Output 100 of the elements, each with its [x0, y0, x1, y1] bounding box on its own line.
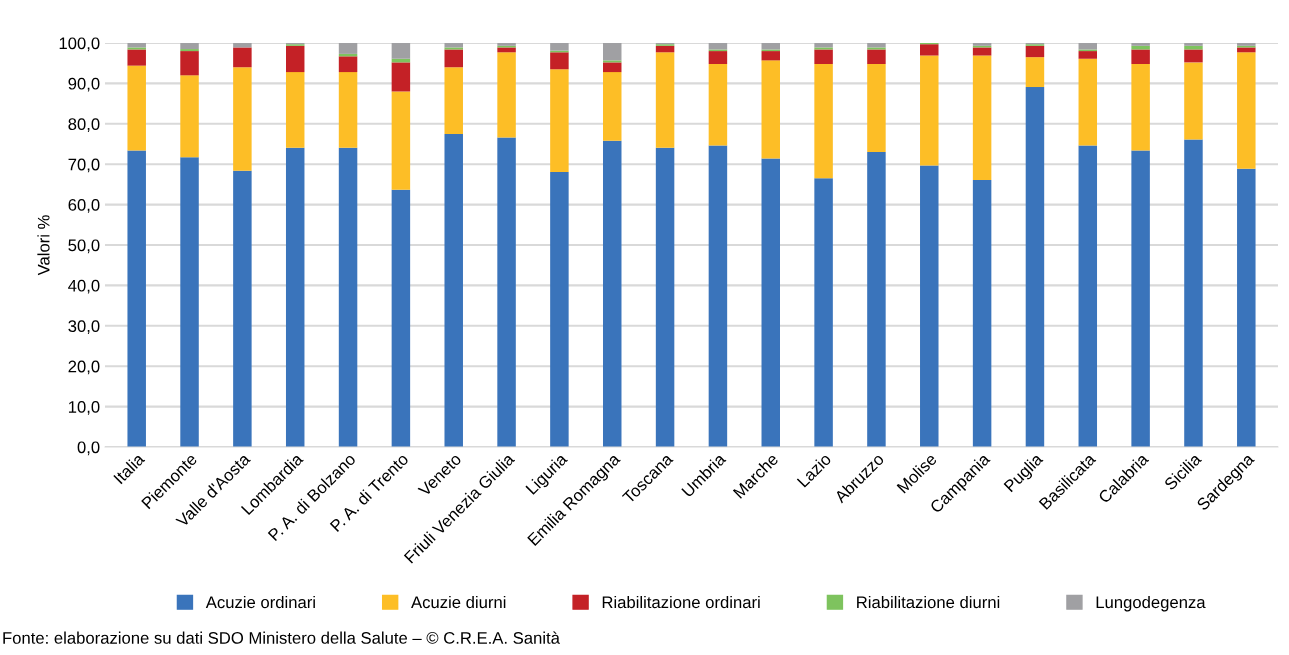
y-tick-label: 10,0: [68, 401, 100, 415]
bar: [867, 49, 886, 65]
bar: [285, 72, 305, 148]
bar: [814, 43, 833, 48]
bar: [1237, 168, 1256, 447]
bar: [1237, 47, 1256, 53]
bar: [444, 133, 463, 447]
bar: [338, 72, 358, 148]
bar: [444, 43, 463, 48]
y-tick-label: 0,0: [77, 441, 100, 456]
bar: [180, 51, 199, 76]
bar: [708, 64, 728, 146]
bar: [391, 91, 411, 190]
y-tick-label: 20,0: [68, 360, 100, 375]
bar: [1131, 43, 1150, 46]
bar: [1131, 49, 1150, 65]
bar: [1184, 43, 1203, 46]
bar: [603, 60, 622, 63]
bar: [233, 170, 252, 447]
bar: [391, 189, 411, 447]
bar: [180, 75, 199, 158]
bar: [1184, 62, 1203, 140]
bar: [1078, 58, 1098, 146]
bar: [233, 43, 252, 48]
bar: [972, 47, 992, 56]
bar: [285, 45, 305, 73]
bar: [972, 179, 992, 447]
bar: [1184, 139, 1203, 447]
bar: [1131, 150, 1150, 447]
bar: [497, 137, 516, 447]
bar: [550, 43, 569, 51]
bar: [655, 52, 675, 148]
bar: [497, 47, 516, 53]
bar: [497, 52, 516, 138]
legend-label: Acuzie ordinari: [205, 595, 315, 609]
bar: [814, 47, 833, 50]
bar: [127, 49, 146, 66]
bar: [920, 165, 939, 447]
bar: [920, 55, 939, 166]
bar: [550, 69, 569, 172]
y-tick-label: 40,0: [68, 279, 100, 294]
bar: [338, 56, 358, 73]
bar: [867, 43, 886, 48]
bar: [180, 43, 199, 50]
y-tick-label: 90,0: [68, 77, 100, 92]
bar: [761, 158, 780, 447]
bar: [444, 47, 463, 50]
bar: [444, 49, 463, 68]
bar: [444, 67, 463, 134]
bar: [180, 49, 199, 52]
bar: [1025, 45, 1045, 58]
bar: [1025, 87, 1045, 447]
bar: [655, 147, 675, 447]
bar: [1131, 64, 1150, 151]
bar: [233, 47, 252, 68]
bar: [761, 43, 780, 50]
legend-label: Riabilitazione diurni: [857, 595, 1000, 609]
bar: [814, 49, 833, 65]
bar: [708, 51, 728, 65]
bar: [1078, 145, 1098, 447]
bar: [603, 140, 622, 447]
bar: [180, 157, 199, 447]
bar: [814, 64, 833, 179]
y-tick-label: 30,0: [68, 320, 100, 334]
bar: [867, 152, 886, 447]
legend-label: Acuzie diurni: [411, 595, 506, 609]
bar: [338, 147, 358, 447]
bar: [972, 55, 992, 180]
y-tick-label: 80,0: [68, 118, 100, 132]
bar: [867, 64, 886, 153]
bar: [655, 45, 675, 53]
bar: [867, 47, 886, 50]
y-tick-label: 70,0: [68, 158, 100, 173]
bar: [708, 145, 728, 447]
bar: [603, 72, 622, 141]
bar: [603, 62, 622, 73]
bar: [761, 60, 780, 159]
bar: [391, 62, 411, 92]
source-note: Fonte: elaborazione su dati SDO Ministero della Salute – © C.R.E.A. Sanità: [3, 631, 560, 644]
y-tick-label: 60,0: [68, 199, 100, 213]
bar: [127, 65, 146, 151]
bar: [1078, 43, 1098, 50]
legend-label: Riabilitazione ordinari: [602, 595, 760, 609]
bar: [127, 47, 146, 50]
bar: [338, 43, 358, 54]
bar: [550, 171, 569, 447]
y-tick-label: 100,0: [59, 37, 100, 52]
bar: [1025, 57, 1045, 88]
bar: [391, 43, 411, 59]
bar: [814, 178, 833, 447]
bar: [233, 67, 252, 171]
bar: [127, 150, 146, 447]
bar: [708, 43, 728, 50]
legend-label: Lungodegenza: [1096, 595, 1206, 612]
bar: [761, 51, 780, 61]
bar: [127, 43, 146, 48]
y-tick-label: 50,0: [68, 239, 100, 254]
bar: [285, 147, 305, 447]
y-axis-title: Valori %: [37, 215, 50, 276]
bar: [550, 52, 569, 70]
